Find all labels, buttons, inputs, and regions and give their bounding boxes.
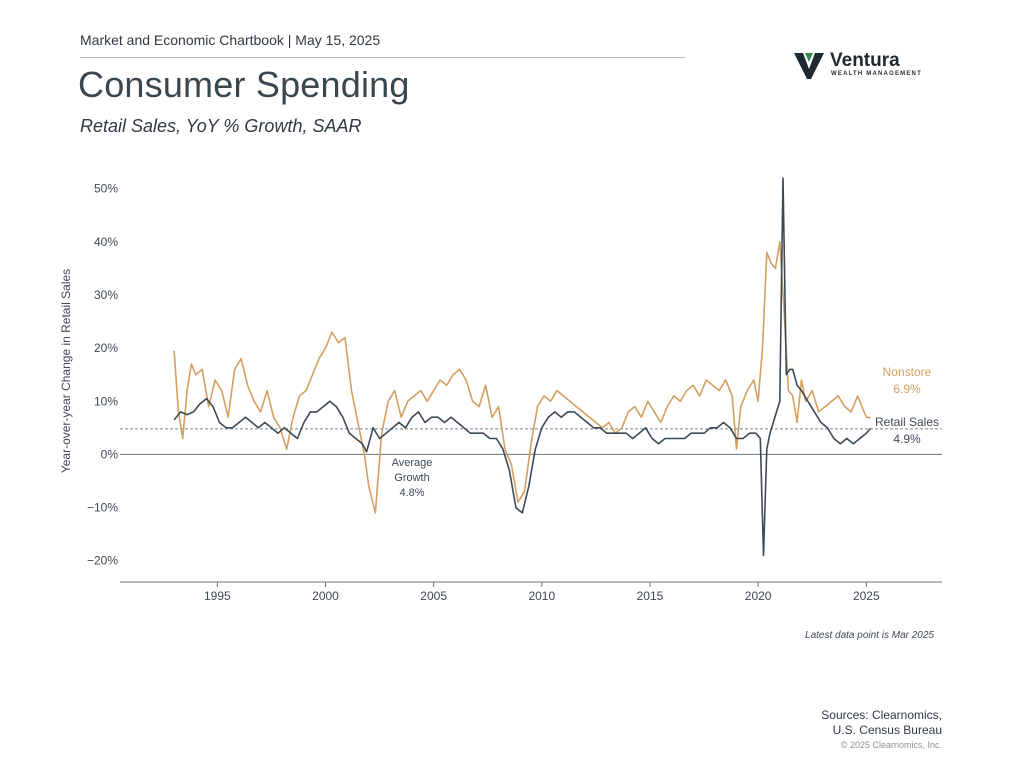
average-label-line1: Average xyxy=(392,457,433,469)
x-tick-label: 2000 xyxy=(312,589,339,603)
average-label-value: 4.8% xyxy=(399,487,424,499)
y-tick-label: 40% xyxy=(94,235,118,249)
y-axis-title: Year-over-year Change in Retail Sales xyxy=(59,269,73,473)
ventura-v-logo-icon xyxy=(794,53,824,79)
series-label-retail-sales: Retail Sales xyxy=(875,415,939,429)
y-tick-label: 20% xyxy=(94,341,118,355)
y-tick-label: −20% xyxy=(87,554,118,568)
latest-data-note: Latest data point is Mar 2025 xyxy=(805,630,934,641)
ventura-logo: Ventura WEALTH MANAGEMENT xyxy=(794,50,944,82)
logo-name: Ventura xyxy=(830,50,900,71)
y-tick-label: 0% xyxy=(101,447,119,461)
sources-line-1: Sources: Clearnomics, xyxy=(821,708,942,722)
series-label-nonstore: Nonstore xyxy=(883,365,932,379)
copyright-note: © 2025 Clearnomics, Inc. xyxy=(840,740,942,750)
y-tick-label: −10% xyxy=(87,501,118,515)
logo-tagline: WEALTH MANAGEMENT xyxy=(831,71,922,77)
series-line-nonstore xyxy=(173,241,871,514)
x-tick-label: 2020 xyxy=(745,589,772,603)
page-title: Consumer Spending xyxy=(78,64,410,105)
x-tick-label: 2005 xyxy=(420,589,447,603)
page-subtitle: Retail Sales, YoY % Growth, SAAR xyxy=(80,116,362,136)
chartbook-header: Market and Economic Chartbook | May 15, … xyxy=(80,32,381,48)
x-tick-label: 2015 xyxy=(637,589,664,603)
series-line-retail-sales xyxy=(173,177,872,557)
y-tick-label: 30% xyxy=(94,288,118,302)
y-tick-label: 50% xyxy=(94,182,118,196)
x-tick-label: 2025 xyxy=(853,589,880,603)
series-value-retail-sales: 4.9% xyxy=(893,432,921,446)
series-value-nonstore: 6.9% xyxy=(893,382,921,396)
y-tick-label: 10% xyxy=(94,394,118,408)
sources-note: Sources: Clearnomics, U.S. Census Bureau xyxy=(821,708,942,738)
average-label-line2: Growth xyxy=(394,472,429,484)
x-tick-label: 1995 xyxy=(204,589,231,603)
header-divider xyxy=(80,57,686,58)
x-tick-label: 2010 xyxy=(528,589,555,603)
sources-line-2: U.S. Census Bureau xyxy=(832,723,942,737)
